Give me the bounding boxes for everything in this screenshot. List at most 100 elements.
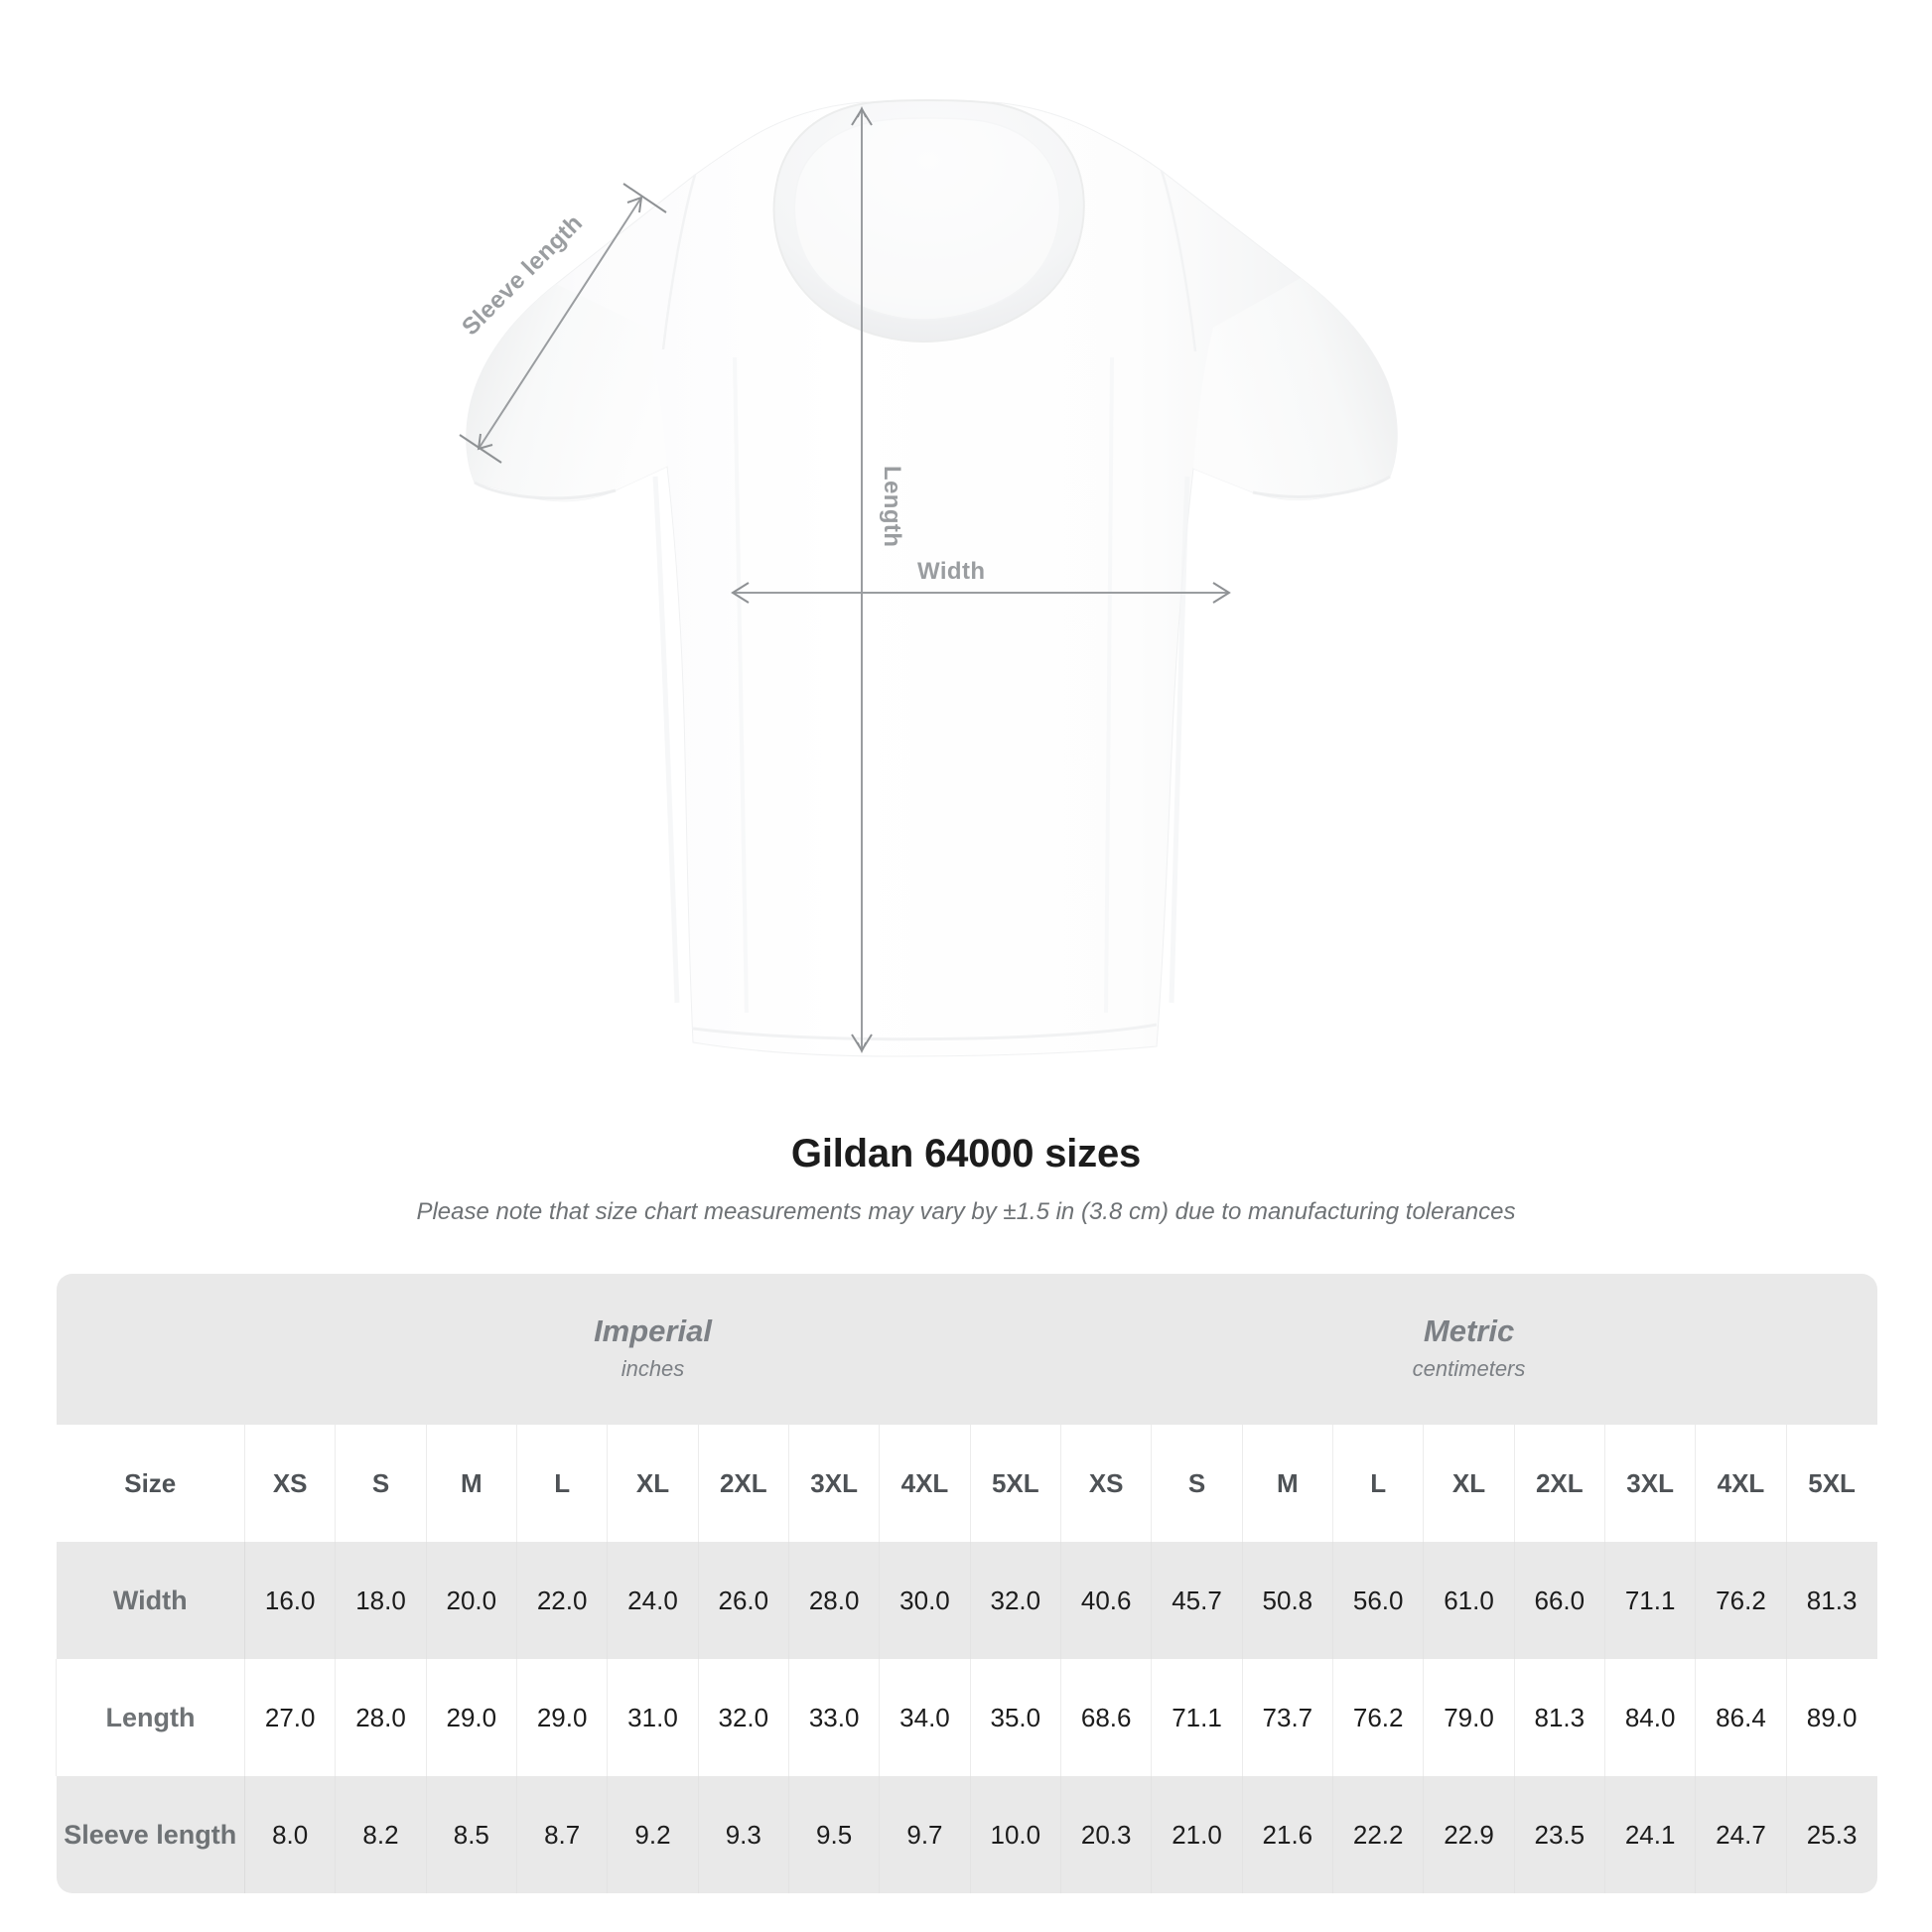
size-header-cell: L xyxy=(515,1425,608,1542)
data-cell: 86.4 xyxy=(1695,1659,1787,1776)
unit-header-metric: Metric centimeters xyxy=(1060,1274,1877,1425)
data-cell: 8.2 xyxy=(335,1776,427,1893)
data-cell: 30.0 xyxy=(879,1542,971,1659)
data-cell: 34.0 xyxy=(879,1659,971,1776)
data-cell: 28.0 xyxy=(787,1542,880,1659)
data-cell: 31.0 xyxy=(607,1659,699,1776)
size-header-cell: 5XL xyxy=(969,1425,1061,1542)
data-cell: 76.2 xyxy=(1695,1542,1787,1659)
data-cell: 20.3 xyxy=(1060,1776,1152,1893)
unit-name-metric: Metric xyxy=(1423,1313,1515,1349)
tshirt-body xyxy=(466,99,1398,1057)
size-header-cell: S xyxy=(1151,1425,1243,1542)
data-cell: 24.0 xyxy=(607,1542,699,1659)
data-cell: 89.0 xyxy=(1785,1659,1877,1776)
measurement-lines xyxy=(459,106,1231,1053)
data-cell: 76.2 xyxy=(1331,1659,1424,1776)
data-cell: 8.5 xyxy=(425,1776,517,1893)
chart-title-block: Gildan 64000 sizes Please note that size… xyxy=(0,1132,1932,1226)
tolerance-note: Please note that size chart measurements… xyxy=(416,1198,1516,1225)
table-row: Width 16.0 18.0 20.0 22.0 24.0 26.0 28.0… xyxy=(56,1542,1877,1659)
data-cell: 27.0 xyxy=(243,1659,336,1776)
unit-name-imperial: Imperial xyxy=(594,1313,712,1349)
unit-header-row: Imperial inches Metric centimeters xyxy=(56,1274,1877,1425)
size-header-cell: S xyxy=(335,1425,427,1542)
size-header-cell: 4XL xyxy=(1695,1425,1787,1542)
size-header-cell: 5XL xyxy=(1785,1425,1877,1542)
data-cell: 32.0 xyxy=(969,1542,1061,1659)
data-cell: 9.5 xyxy=(787,1776,880,1893)
data-cell: 22.2 xyxy=(1331,1776,1424,1893)
length-label: Length xyxy=(879,466,905,548)
unit-header-imperial: Imperial inches xyxy=(244,1274,1061,1425)
size-header-cell: 3XL xyxy=(1603,1425,1696,1542)
data-cell: 81.3 xyxy=(1785,1542,1877,1659)
data-cell: 22.9 xyxy=(1423,1776,1515,1893)
data-cell: 68.6 xyxy=(1060,1659,1152,1776)
data-cell: 29.0 xyxy=(425,1659,517,1776)
size-header-label: Size xyxy=(56,1425,245,1542)
data-cell: 24.1 xyxy=(1603,1776,1696,1893)
data-cell: 25.3 xyxy=(1785,1776,1877,1893)
data-cell: 24.7 xyxy=(1695,1776,1787,1893)
data-cell: 33.0 xyxy=(787,1659,880,1776)
unit-header-spacer xyxy=(56,1274,245,1425)
unit-sub-metric: centimeters xyxy=(1412,1355,1526,1381)
data-cell: 84.0 xyxy=(1603,1659,1696,1776)
size-chart-table: Imperial inches Metric centimeters Size … xyxy=(56,1274,1877,1893)
size-header-cell: 3XL xyxy=(787,1425,880,1542)
data-cell: 73.7 xyxy=(1241,1659,1333,1776)
data-cell: 32.0 xyxy=(697,1659,789,1776)
size-chart-table-wrap: Imperial inches Metric centimeters Size … xyxy=(56,1274,1877,1893)
size-header-cell: M xyxy=(425,1425,517,1542)
data-cell: 16.0 xyxy=(243,1542,336,1659)
data-cell: 71.1 xyxy=(1603,1542,1696,1659)
unit-sub-imperial: inches xyxy=(621,1355,685,1381)
data-cell: 29.0 xyxy=(515,1659,608,1776)
data-cell: 79.0 xyxy=(1423,1659,1515,1776)
data-cell: 20.0 xyxy=(425,1542,517,1659)
size-header-cell: 2XL xyxy=(1513,1425,1605,1542)
data-cell: 35.0 xyxy=(969,1659,1061,1776)
tshirt-diagram: Sleeve length Length Width xyxy=(457,99,1398,1057)
tshirt-illustration xyxy=(459,99,1398,1057)
data-cell: 45.7 xyxy=(1151,1542,1243,1659)
width-label: Width xyxy=(917,558,986,585)
page-title: Gildan 64000 sizes xyxy=(790,1132,1142,1175)
data-cell: 9.7 xyxy=(879,1776,971,1893)
data-cell: 81.3 xyxy=(1513,1659,1605,1776)
size-header-cell: XS xyxy=(1060,1425,1152,1542)
data-cell: 23.5 xyxy=(1513,1776,1605,1893)
table-row: Length 27.0 28.0 29.0 29.0 31.0 32.0 33.… xyxy=(56,1659,1877,1776)
size-header-cell: 4XL xyxy=(879,1425,971,1542)
row-label: Length xyxy=(56,1659,245,1776)
data-cell: 50.8 xyxy=(1241,1542,1333,1659)
data-cell: 21.6 xyxy=(1241,1776,1333,1893)
size-header-cell: 2XL xyxy=(697,1425,789,1542)
row-label: Sleeve length xyxy=(56,1776,245,1893)
size-header-cell: L xyxy=(1331,1425,1424,1542)
size-header-cell: XL xyxy=(1423,1425,1515,1542)
data-cell: 40.6 xyxy=(1060,1542,1152,1659)
data-cell: 28.0 xyxy=(335,1659,427,1776)
data-cell: 8.7 xyxy=(515,1776,608,1893)
size-header-cell: M xyxy=(1241,1425,1333,1542)
data-cell: 26.0 xyxy=(697,1542,789,1659)
data-cell: 66.0 xyxy=(1513,1542,1605,1659)
data-cell: 9.3 xyxy=(697,1776,789,1893)
data-cell: 10.0 xyxy=(969,1776,1061,1893)
table-row: Sleeve length 8.0 8.2 8.5 8.7 9.2 9.3 9.… xyxy=(56,1776,1877,1893)
data-cell: 21.0 xyxy=(1151,1776,1243,1893)
size-header-cell: XL xyxy=(607,1425,699,1542)
sleeve-measure-line xyxy=(478,197,642,450)
data-cell: 56.0 xyxy=(1331,1542,1424,1659)
data-cell: 8.0 xyxy=(243,1776,336,1893)
data-cell: 71.1 xyxy=(1151,1659,1243,1776)
data-cell: 22.0 xyxy=(515,1542,608,1659)
size-header-row: Size XS S M L XL 2XL 3XL 4XL 5XL XS S M … xyxy=(56,1425,1877,1542)
row-label: Width xyxy=(56,1542,245,1659)
data-cell: 9.2 xyxy=(607,1776,699,1893)
size-header-cell: XS xyxy=(243,1425,336,1542)
data-cell: 61.0 xyxy=(1423,1542,1515,1659)
data-cell: 18.0 xyxy=(335,1542,427,1659)
